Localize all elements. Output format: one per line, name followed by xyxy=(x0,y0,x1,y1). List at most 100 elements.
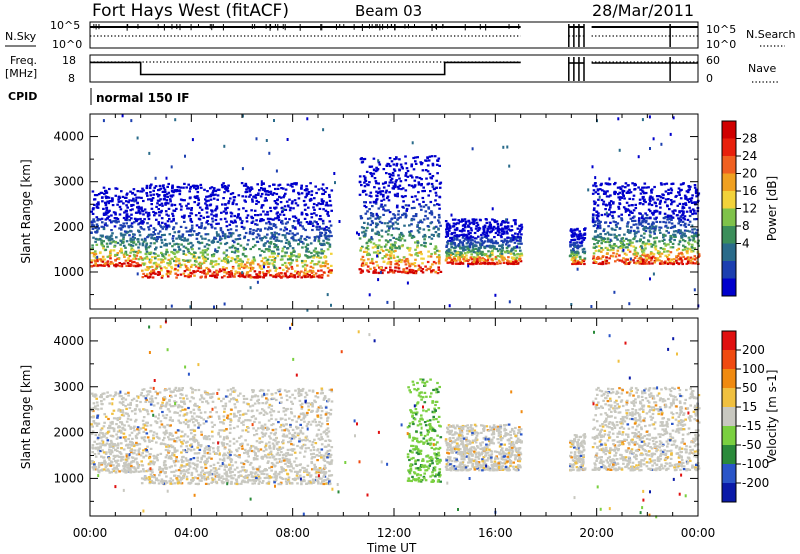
echo-cell xyxy=(372,157,376,160)
echo-cell xyxy=(611,211,615,214)
echo-cell xyxy=(263,190,267,193)
echo-cell xyxy=(194,257,197,260)
echo-cell xyxy=(206,233,210,236)
echo-cell xyxy=(242,207,245,210)
echo-cell xyxy=(617,246,620,249)
echo-cell xyxy=(310,276,313,279)
echo-cell xyxy=(445,257,449,260)
echo-cell xyxy=(404,204,408,207)
echo-cell xyxy=(681,239,685,242)
echo-cell xyxy=(111,198,114,201)
noise-cell xyxy=(594,176,597,180)
echo-cell xyxy=(207,239,211,242)
echo-cell xyxy=(631,182,634,185)
echo-cell xyxy=(268,262,271,265)
echo-cell xyxy=(102,207,105,210)
echo-cell xyxy=(293,226,297,229)
echo-cell xyxy=(132,241,135,244)
echo-cell xyxy=(627,239,630,242)
echo-cell xyxy=(385,248,388,251)
echo-cell xyxy=(181,199,184,202)
echo-cell xyxy=(595,235,599,238)
echo-cell xyxy=(412,156,415,160)
echo-cell xyxy=(325,225,328,229)
echo-cell xyxy=(648,256,651,259)
echo-cell xyxy=(211,209,214,212)
echo-cell xyxy=(376,246,380,249)
echo-cell xyxy=(482,252,486,256)
echo-cell xyxy=(133,236,136,240)
echo-cell xyxy=(430,270,433,273)
echo-cell xyxy=(121,400,125,403)
echo-cell xyxy=(159,198,162,201)
echo-cell xyxy=(496,255,500,258)
echo-cell xyxy=(389,254,392,257)
echo-cell xyxy=(117,220,120,223)
echo-cell xyxy=(624,246,628,249)
echo-cell xyxy=(686,218,690,221)
echo-cell xyxy=(152,189,155,192)
echo-cell xyxy=(91,425,94,428)
echo-cell xyxy=(409,174,412,177)
echo-cell xyxy=(400,237,404,240)
echo-cell xyxy=(212,194,215,197)
echo-cell xyxy=(201,249,205,252)
echo-cell xyxy=(426,217,429,220)
echo-cell xyxy=(92,420,96,423)
echo-cell xyxy=(570,228,573,231)
echo-cell xyxy=(211,191,214,194)
echo-cell xyxy=(305,185,308,188)
echo-cell xyxy=(111,420,114,424)
echo-cell xyxy=(169,200,172,203)
echo-cell xyxy=(625,262,629,265)
echo-cell xyxy=(204,233,208,236)
echo-cell xyxy=(166,195,170,199)
echo-cell xyxy=(107,427,110,430)
echo-cell xyxy=(262,182,265,185)
echo-cell xyxy=(359,215,363,218)
echo-cell xyxy=(186,267,189,270)
echo-cell xyxy=(102,240,105,243)
echo-cell xyxy=(669,246,673,249)
echo-cell xyxy=(464,220,468,223)
echo-cell xyxy=(109,257,112,260)
echo-cell xyxy=(320,187,324,190)
echo-cell xyxy=(472,263,475,266)
echo-cell xyxy=(124,461,127,464)
echo-cell xyxy=(165,273,169,276)
echo-cell xyxy=(473,259,476,262)
echo-cell xyxy=(505,227,508,230)
echo-cell xyxy=(448,229,451,232)
echo-cell xyxy=(518,246,521,249)
echo-cell xyxy=(156,236,159,239)
echo-cell xyxy=(515,256,519,259)
echo-cell xyxy=(410,195,414,198)
echo-cell xyxy=(571,235,574,238)
echo-cell xyxy=(90,251,93,255)
echo-cell xyxy=(244,247,247,251)
echo-cell xyxy=(119,459,123,462)
echo-cell xyxy=(148,272,152,275)
noise-cell xyxy=(370,236,373,239)
echo-cell xyxy=(294,227,297,230)
echo-cell xyxy=(690,246,694,249)
noise-cell xyxy=(598,195,601,199)
echo-cell xyxy=(145,243,148,246)
echo-cell xyxy=(127,201,130,204)
echo-cell xyxy=(244,182,248,185)
echo-cell xyxy=(375,224,379,227)
noise-cell xyxy=(287,204,290,208)
echo-cell xyxy=(214,207,218,211)
echo-cell xyxy=(389,261,393,264)
noise-cell xyxy=(357,232,360,236)
echo-cell xyxy=(649,210,652,213)
echo-cell xyxy=(163,193,167,196)
echo-cell xyxy=(390,177,394,180)
echo-cell xyxy=(694,218,698,221)
echo-cell xyxy=(107,196,111,199)
echo-cell xyxy=(96,260,99,263)
echo-cell xyxy=(627,248,630,251)
echo-cell xyxy=(364,212,368,215)
echo-cell xyxy=(641,219,644,222)
echo-cell xyxy=(480,236,484,239)
